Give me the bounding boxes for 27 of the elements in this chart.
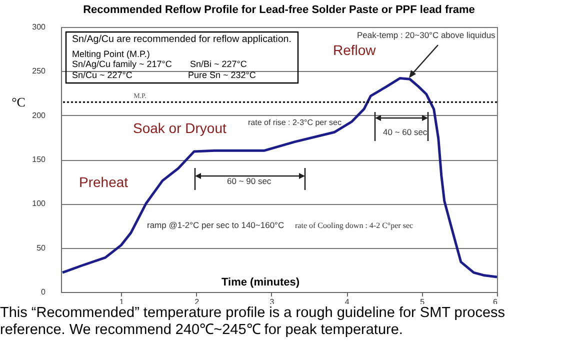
- annotation: Sn/Ag/Cu are recommended for reflow application.: [72, 34, 292, 45]
- annotation: 40 ~ 60 sec: [383, 127, 428, 137]
- chart-title: Recommended Reflow Profile for Lead-free Solder Paste or PPF lead frame: [83, 4, 475, 16]
- y-tick-label: 250: [32, 66, 46, 76]
- y-tick-label: 0: [41, 288, 46, 296]
- text: This “Recommended” temperature profile is a rough guideline for SMT process reference. We recommend 240℃~245℃ for peak temperature.: [0, 305, 506, 339]
- y-tick-label: 150: [32, 155, 46, 164]
- annotation: Soak or Dryout: [133, 120, 226, 136]
- annotation: Peak-temp : 20~30°C above liquidus: [357, 30, 496, 40]
- annotation: Melting Point (M.P.): [72, 49, 150, 59]
- annotation: Reflow: [333, 42, 377, 58]
- y-tick-label: 200: [32, 110, 46, 120]
- y-tick-label: 50: [36, 243, 46, 252]
- annotation: rate of rise : 2-3°C per sec: [248, 118, 342, 127]
- annotation: Pure Sn ~ 232°C: [188, 70, 256, 80]
- annotation: 60 ~ 90 sec: [227, 176, 272, 186]
- annotation: Sn/Ag/Cu family ~ 217°C: [72, 59, 172, 69]
- x-axis-title: Time (minutes): [222, 276, 300, 288]
- annotation: Sn/Cu ~ 227°C: [72, 70, 133, 80]
- y-tick-label: 100: [32, 199, 46, 208]
- annotation: Sn/Bi ~ 227°C: [190, 59, 248, 69]
- annotation: rate of Cooling down : 4-2 C°per sec: [295, 221, 414, 230]
- line-series: [61, 76, 498, 278]
- annotation: Preheat: [79, 174, 128, 190]
- y-tick-label: 300: [32, 22, 46, 32]
- annotation: ramp @1-2°C per sec to 140~160°C: [147, 220, 284, 230]
- y-axis-title: °C: [12, 94, 26, 110]
